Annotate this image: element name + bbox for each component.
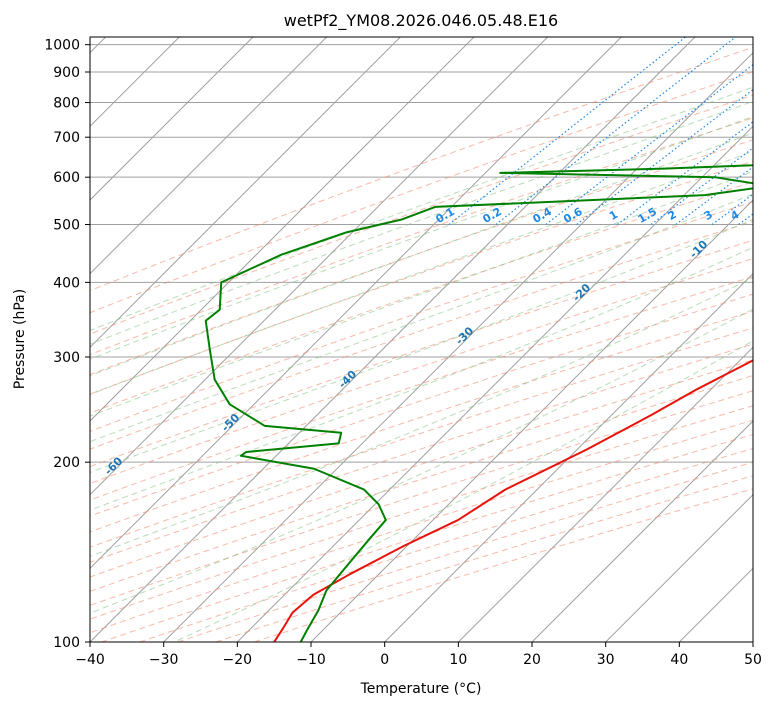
isotherm-line [90, 37, 328, 275]
isotherm-line [90, 37, 401, 349]
isotherm-line [384, 272, 753, 642]
dry-adiabat [90, 327, 753, 548]
y-tick-label: 100 [53, 635, 80, 651]
dry-adiabat [90, 201, 753, 432]
dry-adiabat [90, 71, 753, 314]
x-tick-label: 20 [523, 652, 541, 668]
y-tick-label: 800 [53, 96, 80, 112]
x-axis-label: Temperature (°C) [360, 681, 482, 697]
y-tick-label: 1000 [44, 38, 80, 54]
dry-adiabat [90, 293, 753, 517]
isotherm-line [163, 51, 753, 642]
y-tick-label: 900 [53, 65, 80, 81]
chart-title: wetPf2_YM08.2026.046.05.48.E16 [284, 11, 558, 31]
temperature-line [273, 359, 753, 642]
x-tick-label: −20 [223, 652, 253, 668]
moist-adiabat [90, 150, 753, 396]
isotherm-line [90, 37, 475, 422]
isotherm-line [90, 37, 549, 496]
y-axis-label: Pressure (hPa) [12, 289, 28, 389]
dry-adiabat [101, 433, 753, 642]
moist-adiabat [90, 246, 753, 511]
y-tick-label: 200 [53, 455, 80, 471]
dry-adiabat [90, 375, 753, 592]
isotherm-line [457, 346, 753, 642]
isotherm-line [90, 37, 696, 642]
isotherm-line [90, 37, 622, 570]
x-tick-label: 50 [744, 652, 762, 668]
x-tick-label: 40 [670, 652, 688, 668]
x-tick-label: 10 [449, 652, 467, 668]
moist-adiabat [90, 193, 753, 443]
dry-adiabat [90, 419, 753, 634]
dry-adiabat [90, 46, 753, 292]
y-tick-label: 300 [53, 350, 80, 366]
y-tick-label: 700 [53, 130, 80, 146]
moist-adiabat [90, 277, 753, 557]
moist-adiabat [90, 170, 753, 417]
moist-adiabat [90, 132, 753, 377]
y-tick-label: 600 [53, 170, 80, 186]
mixing-ratio-line [576, 88, 753, 225]
dry-adiabat [90, 239, 753, 468]
mixing-ratio-line [495, 37, 736, 225]
x-tick-label: 0 [380, 652, 389, 668]
mixing-ratio-line [545, 63, 753, 225]
dry-adiabat [90, 258, 753, 485]
plot-frame [89, 36, 754, 643]
dry-adiabat [90, 343, 753, 563]
dry-adiabat [90, 160, 753, 395]
x-tick-label: −10 [296, 652, 326, 668]
mixing-ratio-line [448, 37, 686, 225]
x-tick-label: 30 [597, 652, 615, 668]
dry-adiabat [90, 405, 753, 620]
x-tick-label: −30 [149, 652, 179, 668]
dry-adiabat [90, 139, 753, 376]
isotherm-line [605, 493, 753, 642]
moist-adiabat [90, 116, 753, 360]
dry-adiabat [139, 447, 753, 642]
moist-adiabat [90, 86, 753, 332]
dewpoint-line [204, 164, 753, 642]
dry-adiabat [215, 475, 753, 642]
isotherm-line [236, 125, 753, 642]
y-tick-label: 500 [53, 217, 80, 233]
moist-adiabat [90, 218, 753, 474]
x-tick-label: −40 [75, 652, 105, 668]
y-tick-label: 400 [53, 275, 80, 291]
isotherm-line [90, 37, 254, 201]
isotherm-line [531, 420, 753, 642]
